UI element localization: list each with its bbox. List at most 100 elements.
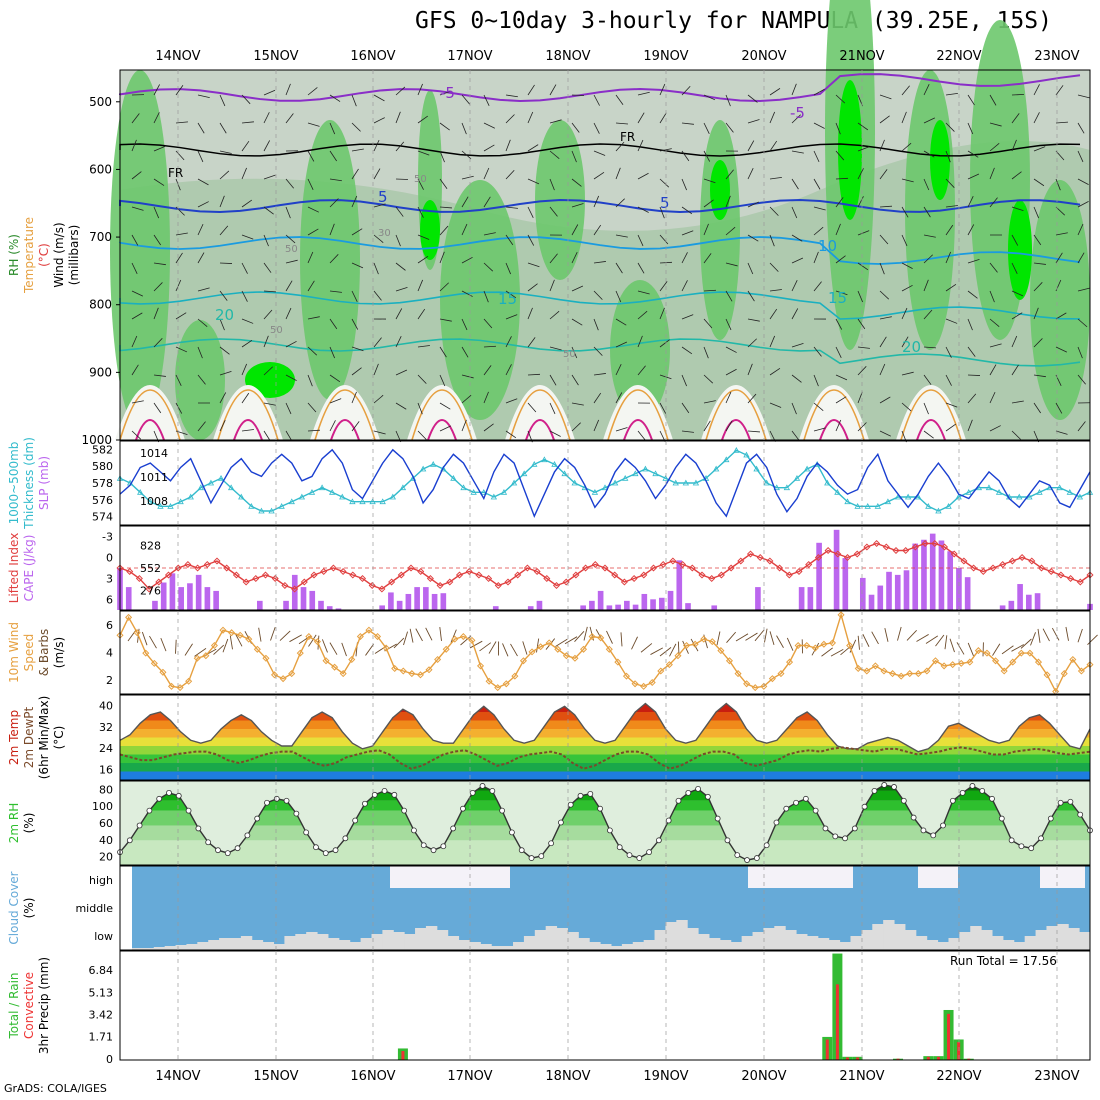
wind-barb — [483, 345, 497, 348]
panel-title: (°C) — [37, 243, 51, 267]
wind-barb — [813, 251, 819, 264]
wind-barb — [329, 150, 337, 162]
wind-barb — [1077, 318, 1088, 328]
thickness-point — [369, 498, 376, 505]
wind-barb — [1001, 645, 1014, 655]
wind-speed-point — [176, 684, 184, 692]
date-bottom: 19NOV — [643, 1069, 688, 1084]
wind-speed-point — [811, 644, 819, 652]
wind-barb — [813, 150, 820, 163]
wind-barb — [747, 318, 760, 322]
wind-barb — [989, 425, 1001, 432]
thickness-point — [278, 503, 285, 509]
wind-barb — [395, 234, 401, 247]
wind-barb — [131, 430, 142, 440]
wind-barb — [615, 94, 624, 105]
low-cloud — [687, 928, 699, 950]
wind-barb — [835, 122, 841, 135]
wind-barb — [813, 346, 822, 357]
wind-barb — [923, 254, 933, 264]
wind-barb — [219, 262, 233, 264]
wind-barb — [241, 429, 254, 432]
wind-barb — [615, 167, 621, 180]
rh-point — [616, 844, 623, 851]
cape-bar — [798, 587, 805, 610]
contour-label: -5 — [790, 104, 805, 122]
wind-speed-point — [210, 641, 218, 650]
wind-barb — [1077, 178, 1089, 185]
wind-barb — [213, 644, 225, 655]
rh-point — [136, 822, 143, 829]
thickness-point — [884, 498, 892, 505]
wind-barb — [439, 225, 449, 236]
wind-barb — [703, 178, 716, 184]
wind-barb — [967, 94, 975, 106]
wind-barb — [813, 178, 821, 190]
wind-barb — [835, 346, 842, 358]
wind-barb — [857, 366, 867, 376]
wind-barb — [222, 638, 229, 653]
wind-barb — [1011, 262, 1018, 274]
rh-point — [979, 787, 986, 794]
tick-label: 276 — [140, 585, 161, 598]
lifted-index-point — [1008, 557, 1016, 565]
wind-barb — [241, 199, 253, 208]
lifted-index-point — [281, 581, 289, 590]
wind-barb — [703, 223, 709, 236]
rh-point — [342, 835, 349, 842]
cape-bar — [938, 540, 945, 610]
lifted-index-point — [252, 574, 260, 583]
wind-barb — [615, 427, 628, 432]
wind-speed-point — [228, 629, 236, 637]
wind-barb — [835, 94, 846, 104]
wind-barb — [659, 178, 670, 188]
wind-barb — [593, 94, 600, 106]
wind-barb — [373, 363, 379, 376]
panel-title: Convective — [22, 972, 36, 1039]
wind-speed-point — [863, 667, 871, 675]
wind-barb — [505, 206, 518, 209]
wind-barb — [175, 84, 184, 96]
wind-barb — [131, 364, 139, 376]
wind-speed-point — [871, 662, 879, 670]
wind-barb — [659, 234, 669, 245]
wind-barb — [879, 169, 888, 180]
low-cloud — [589, 942, 601, 950]
wind-barb — [469, 640, 483, 649]
wind-barb — [659, 206, 665, 219]
wind-barb — [879, 94, 892, 100]
wind-barb — [395, 336, 402, 348]
wind-barb — [505, 139, 511, 152]
date-top: 15NOV — [253, 49, 298, 64]
wind-barb — [307, 178, 314, 191]
wind-barb — [175, 121, 188, 124]
rh-point — [430, 847, 437, 854]
contour-label: 5 — [378, 188, 388, 206]
wind-barb — [989, 262, 998, 273]
wind-barb — [160, 637, 167, 652]
wind-barb — [747, 363, 753, 376]
wind-barb — [989, 318, 1000, 328]
cape-bar — [318, 600, 324, 610]
bl-tongue — [115, 385, 185, 440]
wind-barb — [439, 346, 447, 358]
wind-barb — [241, 318, 254, 324]
lifted-index-point — [184, 560, 192, 569]
date-bottom: 16NOV — [350, 1069, 395, 1084]
date-top: 14NOV — [155, 49, 200, 64]
wind-barb — [923, 346, 936, 349]
wind-barb — [1037, 628, 1041, 643]
wind-speed-point — [957, 659, 965, 667]
thickness-point — [258, 507, 265, 514]
cape-bar — [396, 600, 403, 610]
rh-point — [636, 855, 643, 861]
lifted-index-point — [970, 564, 978, 572]
panel-title: (%) — [22, 898, 36, 919]
rh-point — [969, 783, 976, 789]
wind-speed-point — [142, 649, 150, 657]
wind-barb — [241, 339, 253, 348]
wind-barb — [479, 642, 492, 652]
thickness-point — [349, 498, 356, 505]
low-cloud — [132, 948, 144, 950]
wind-barb — [923, 117, 936, 124]
